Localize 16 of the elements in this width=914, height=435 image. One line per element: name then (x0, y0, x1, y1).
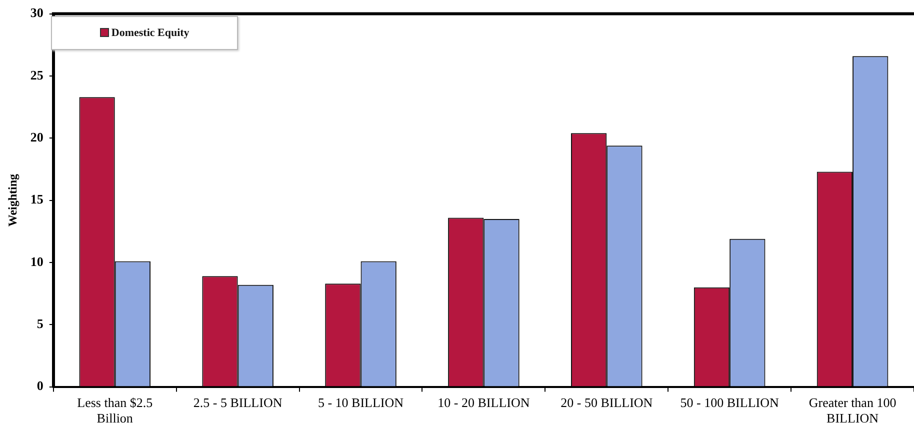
y-tick-label: 20 (30, 129, 44, 144)
x-tick-label: 10 - 20 BILLION (438, 395, 530, 410)
y-tick-label: 25 (30, 67, 44, 82)
y-tick-label: 30 (30, 5, 44, 20)
x-tick-label: 50 - 100 BILLION (680, 395, 780, 410)
x-tick-label: 5 - 10 BILLION (318, 395, 404, 410)
y-tick-label: 0 (36, 378, 44, 394)
x-tick-label: Greater than 100 BILLION (808, 395, 896, 426)
x-tick-label: Less than $2.5 Billion (77, 395, 153, 426)
legend-label: Domestic Equity (111, 26, 190, 39)
y-tick-label: 10 (30, 254, 44, 269)
y-tick-label: 15 (30, 192, 44, 207)
y-tick-label: 5 (36, 316, 44, 331)
x-tick-label: 20 - 50 BILLION (560, 395, 654, 410)
x-tick-label: 2.5 - 5 BILLION (193, 395, 283, 410)
y-axis-title: Weighting (5, 174, 20, 227)
